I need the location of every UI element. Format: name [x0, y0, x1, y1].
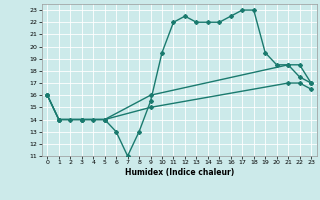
- X-axis label: Humidex (Indice chaleur): Humidex (Indice chaleur): [124, 168, 234, 177]
